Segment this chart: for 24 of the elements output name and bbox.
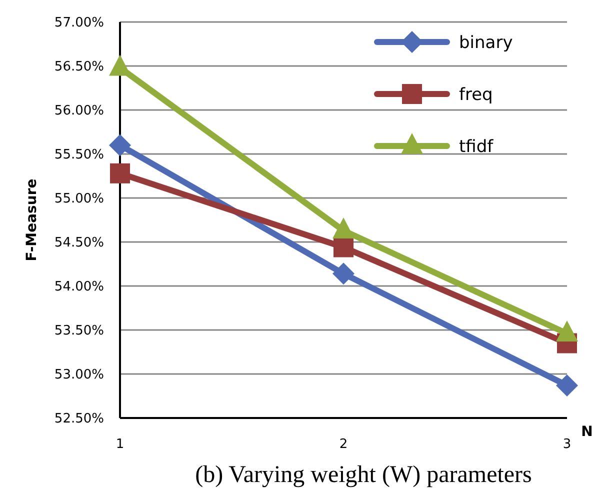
- legend-label: tfidf: [459, 136, 494, 157]
- x-axis-title: N: [581, 424, 593, 440]
- text: (b) Varying weight (W) parameters: [195, 462, 532, 488]
- y-tick-label: 55.00%: [54, 192, 104, 207]
- y-tick-label: 54.00%: [54, 280, 104, 295]
- legend-label: binary: [459, 32, 513, 53]
- point: [110, 163, 130, 184]
- y-tick-label: 56.50%: [54, 60, 104, 75]
- point: [334, 237, 354, 258]
- point: [556, 374, 578, 396]
- x-tick-label: 3: [562, 437, 572, 452]
- legend-label: freq: [459, 84, 493, 105]
- y-tick-label: 57.00%: [54, 16, 104, 31]
- x-tick-label: 1: [116, 437, 124, 452]
- y-tick-label: 53.50%: [54, 324, 104, 339]
- y-tick-label: 54.50%: [54, 236, 104, 251]
- y-tick-label: 55.50%: [54, 148, 104, 163]
- y-axis-title: F-Measure: [24, 178, 40, 262]
- y-tick-label: 53.00%: [54, 368, 104, 383]
- point: [109, 134, 131, 156]
- y-tick-label: 52.50%: [54, 412, 104, 427]
- point: [332, 262, 354, 285]
- x-tick-label: 2: [339, 437, 348, 452]
- y-tick-label: 56.00%: [54, 104, 104, 119]
